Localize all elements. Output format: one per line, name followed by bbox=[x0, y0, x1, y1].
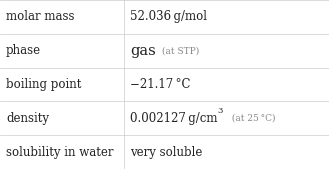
Text: density: density bbox=[6, 112, 49, 125]
Text: very soluble: very soluble bbox=[130, 146, 203, 159]
Text: 52.036 g/mol: 52.036 g/mol bbox=[130, 10, 207, 23]
Text: (at 25 °C): (at 25 °C) bbox=[226, 114, 275, 123]
Text: 3: 3 bbox=[218, 107, 223, 115]
Text: gas: gas bbox=[130, 44, 156, 58]
Text: 0.002127 g/cm: 0.002127 g/cm bbox=[130, 112, 218, 125]
Text: phase: phase bbox=[6, 44, 41, 57]
Text: solubility in water: solubility in water bbox=[6, 146, 114, 159]
Text: boiling point: boiling point bbox=[6, 78, 81, 91]
Text: −21.17 °C: −21.17 °C bbox=[130, 78, 191, 91]
Text: (at STP): (at STP) bbox=[159, 46, 199, 55]
Text: molar mass: molar mass bbox=[6, 10, 74, 23]
